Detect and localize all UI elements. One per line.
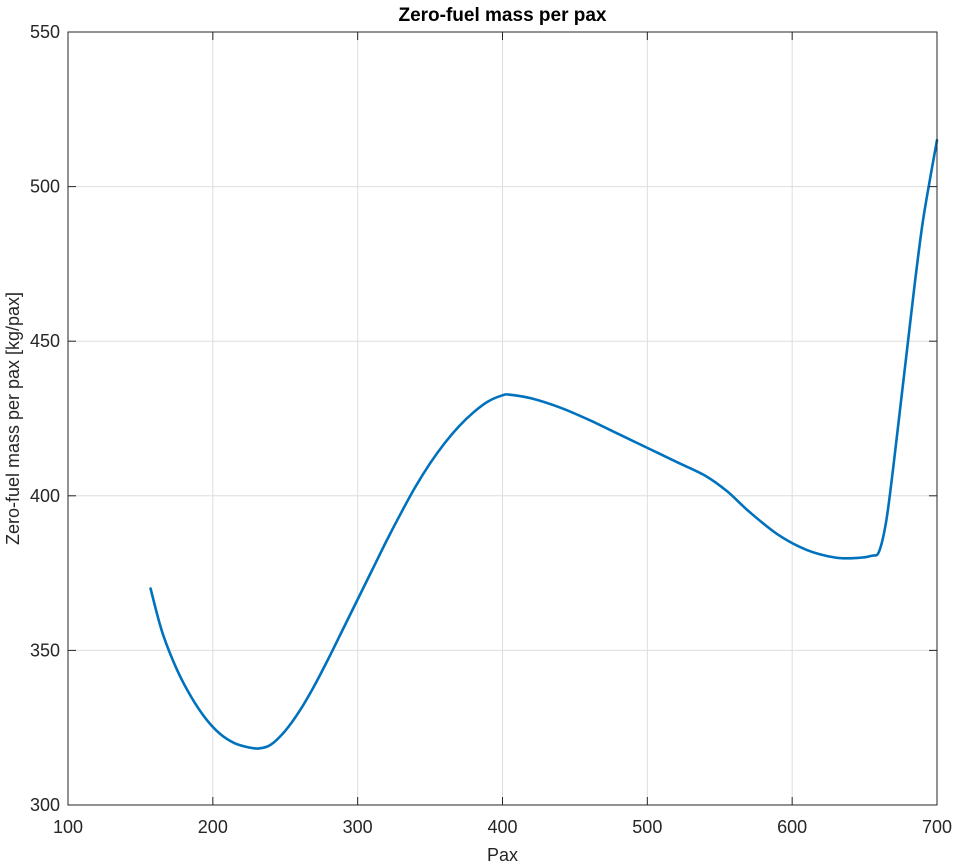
y-tick-label: 300 xyxy=(30,795,60,815)
x-tick-label: 400 xyxy=(487,817,517,837)
x-grid-lines xyxy=(212,32,793,805)
x-axis-ticks xyxy=(67,32,938,805)
plot-area xyxy=(67,31,939,806)
x-axis-label: Pax xyxy=(487,845,518,865)
chart-title: Zero-fuel mass per pax xyxy=(398,5,606,26)
x-tick-label: 600 xyxy=(777,817,807,837)
y-tick-label: 550 xyxy=(30,22,60,42)
y-axis-label: Zero-fuel mass per pax [kg/pax] xyxy=(3,292,23,545)
series-line xyxy=(149,138,939,750)
x-tick-labels: 100 200 300 400 500 600 700 xyxy=(53,817,952,837)
x-tick-label: 700 xyxy=(922,817,952,837)
y-tick-labels: 300 350 400 450 500 550 xyxy=(30,22,60,815)
x-tick-label: 300 xyxy=(343,817,373,837)
y-axis-ticks xyxy=(68,31,937,806)
series-layer xyxy=(149,138,939,750)
y-tick-label: 350 xyxy=(30,640,60,660)
y-tick-label: 500 xyxy=(30,177,60,197)
y-grid-lines xyxy=(68,186,937,651)
x-tick-label: 100 xyxy=(53,817,83,837)
x-tick-label: 500 xyxy=(632,817,662,837)
y-tick-label: 400 xyxy=(30,486,60,506)
x-tick-label: 200 xyxy=(198,817,228,837)
y-tick-label: 450 xyxy=(30,331,60,351)
